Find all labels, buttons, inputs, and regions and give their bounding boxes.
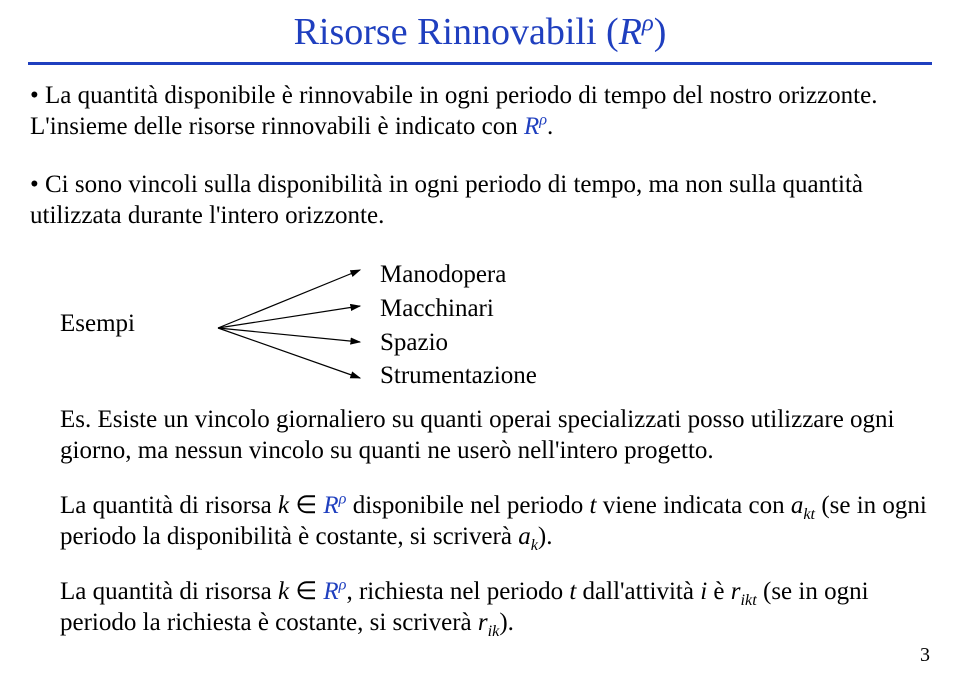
target-3: Spazio: [380, 326, 537, 360]
q2-rsub: ikt: [741, 591, 757, 609]
example-diagram: Esempi Manodopera Macchinari Spazio Stru…: [60, 258, 700, 398]
slide: Risorse Rinnovabili (Rρ) • La quantità d…: [0, 0, 960, 683]
bullet-2: • Ci sono vincoli sulla disponibilità in…: [30, 169, 930, 232]
q1-R: R: [323, 492, 338, 519]
arrows-svg: [210, 258, 370, 398]
target-1: Manodopera: [380, 258, 537, 292]
q2-k: k: [278, 578, 289, 605]
q1-b: disponibile nel periodo: [346, 492, 589, 519]
target-4: Strumentazione: [380, 359, 537, 393]
q2-f: ).: [499, 609, 514, 636]
q1-elem: ∈: [289, 492, 323, 519]
q1-asub: kt: [803, 505, 815, 523]
q1-c: viene indicata con: [596, 492, 790, 519]
quantity-line-1: La quantità di risorsa k ∈ Rρ disponibil…: [60, 490, 940, 553]
quantity-line-2: La quantità di risorsa k ∈ Rρ, richiesta…: [60, 576, 940, 639]
es-text-content: Es. Esiste un vincolo giornaliero su qua…: [60, 406, 895, 464]
title-suffix: ): [654, 11, 667, 53]
target-2: Macchinari: [380, 292, 537, 326]
q2-a: La quantità di risorsa: [60, 578, 278, 605]
title-symbol: R: [619, 11, 642, 53]
esempi-label: Esempi: [60, 310, 135, 338]
q1-k: k: [278, 492, 289, 519]
bullet-1-text-a: • La quantità disponibile è rinnovabile …: [30, 82, 877, 140]
arrow-1: [218, 270, 360, 328]
q2-c: dall'attività: [576, 578, 700, 605]
q1-a: La quantità di risorsa: [60, 492, 278, 519]
page-number: 3: [920, 644, 930, 667]
q2-d: è: [707, 578, 731, 605]
slide-title: Risorse Rinnovabili (Rρ): [0, 10, 960, 54]
title-prefix: Risorse Rinnovabili (: [294, 11, 619, 53]
arrow-2: [218, 306, 360, 328]
q2-rsub2: ik: [488, 622, 500, 640]
bullet-1-end: .: [547, 113, 553, 140]
bullet-1-sup: ρ: [539, 111, 547, 129]
q1-asub2: k: [531, 536, 538, 554]
bullet-1: • La quantità disponibile è rinnovabile …: [30, 80, 930, 143]
bullet-1-symbol: R: [524, 113, 539, 140]
bullet-2-text: • Ci sono vincoli sulla disponibilità in…: [30, 171, 863, 229]
q1-avar: a: [791, 492, 804, 519]
q2-elem: ∈: [289, 578, 323, 605]
example-sentence: Es. Esiste un vincolo giornaliero su qua…: [60, 404, 930, 467]
q2-R: R: [323, 578, 338, 605]
title-superscript: ρ: [642, 9, 654, 36]
example-targets: Manodopera Macchinari Spazio Strumentazi…: [380, 258, 537, 393]
q1-avar2: a: [518, 523, 531, 550]
q2-rvar: r: [731, 578, 741, 605]
title-underline: [28, 62, 932, 65]
q1-e: ).: [538, 523, 553, 550]
q2-b: , richiesta nel periodo: [346, 578, 569, 605]
q2-rvar2: r: [478, 609, 488, 636]
